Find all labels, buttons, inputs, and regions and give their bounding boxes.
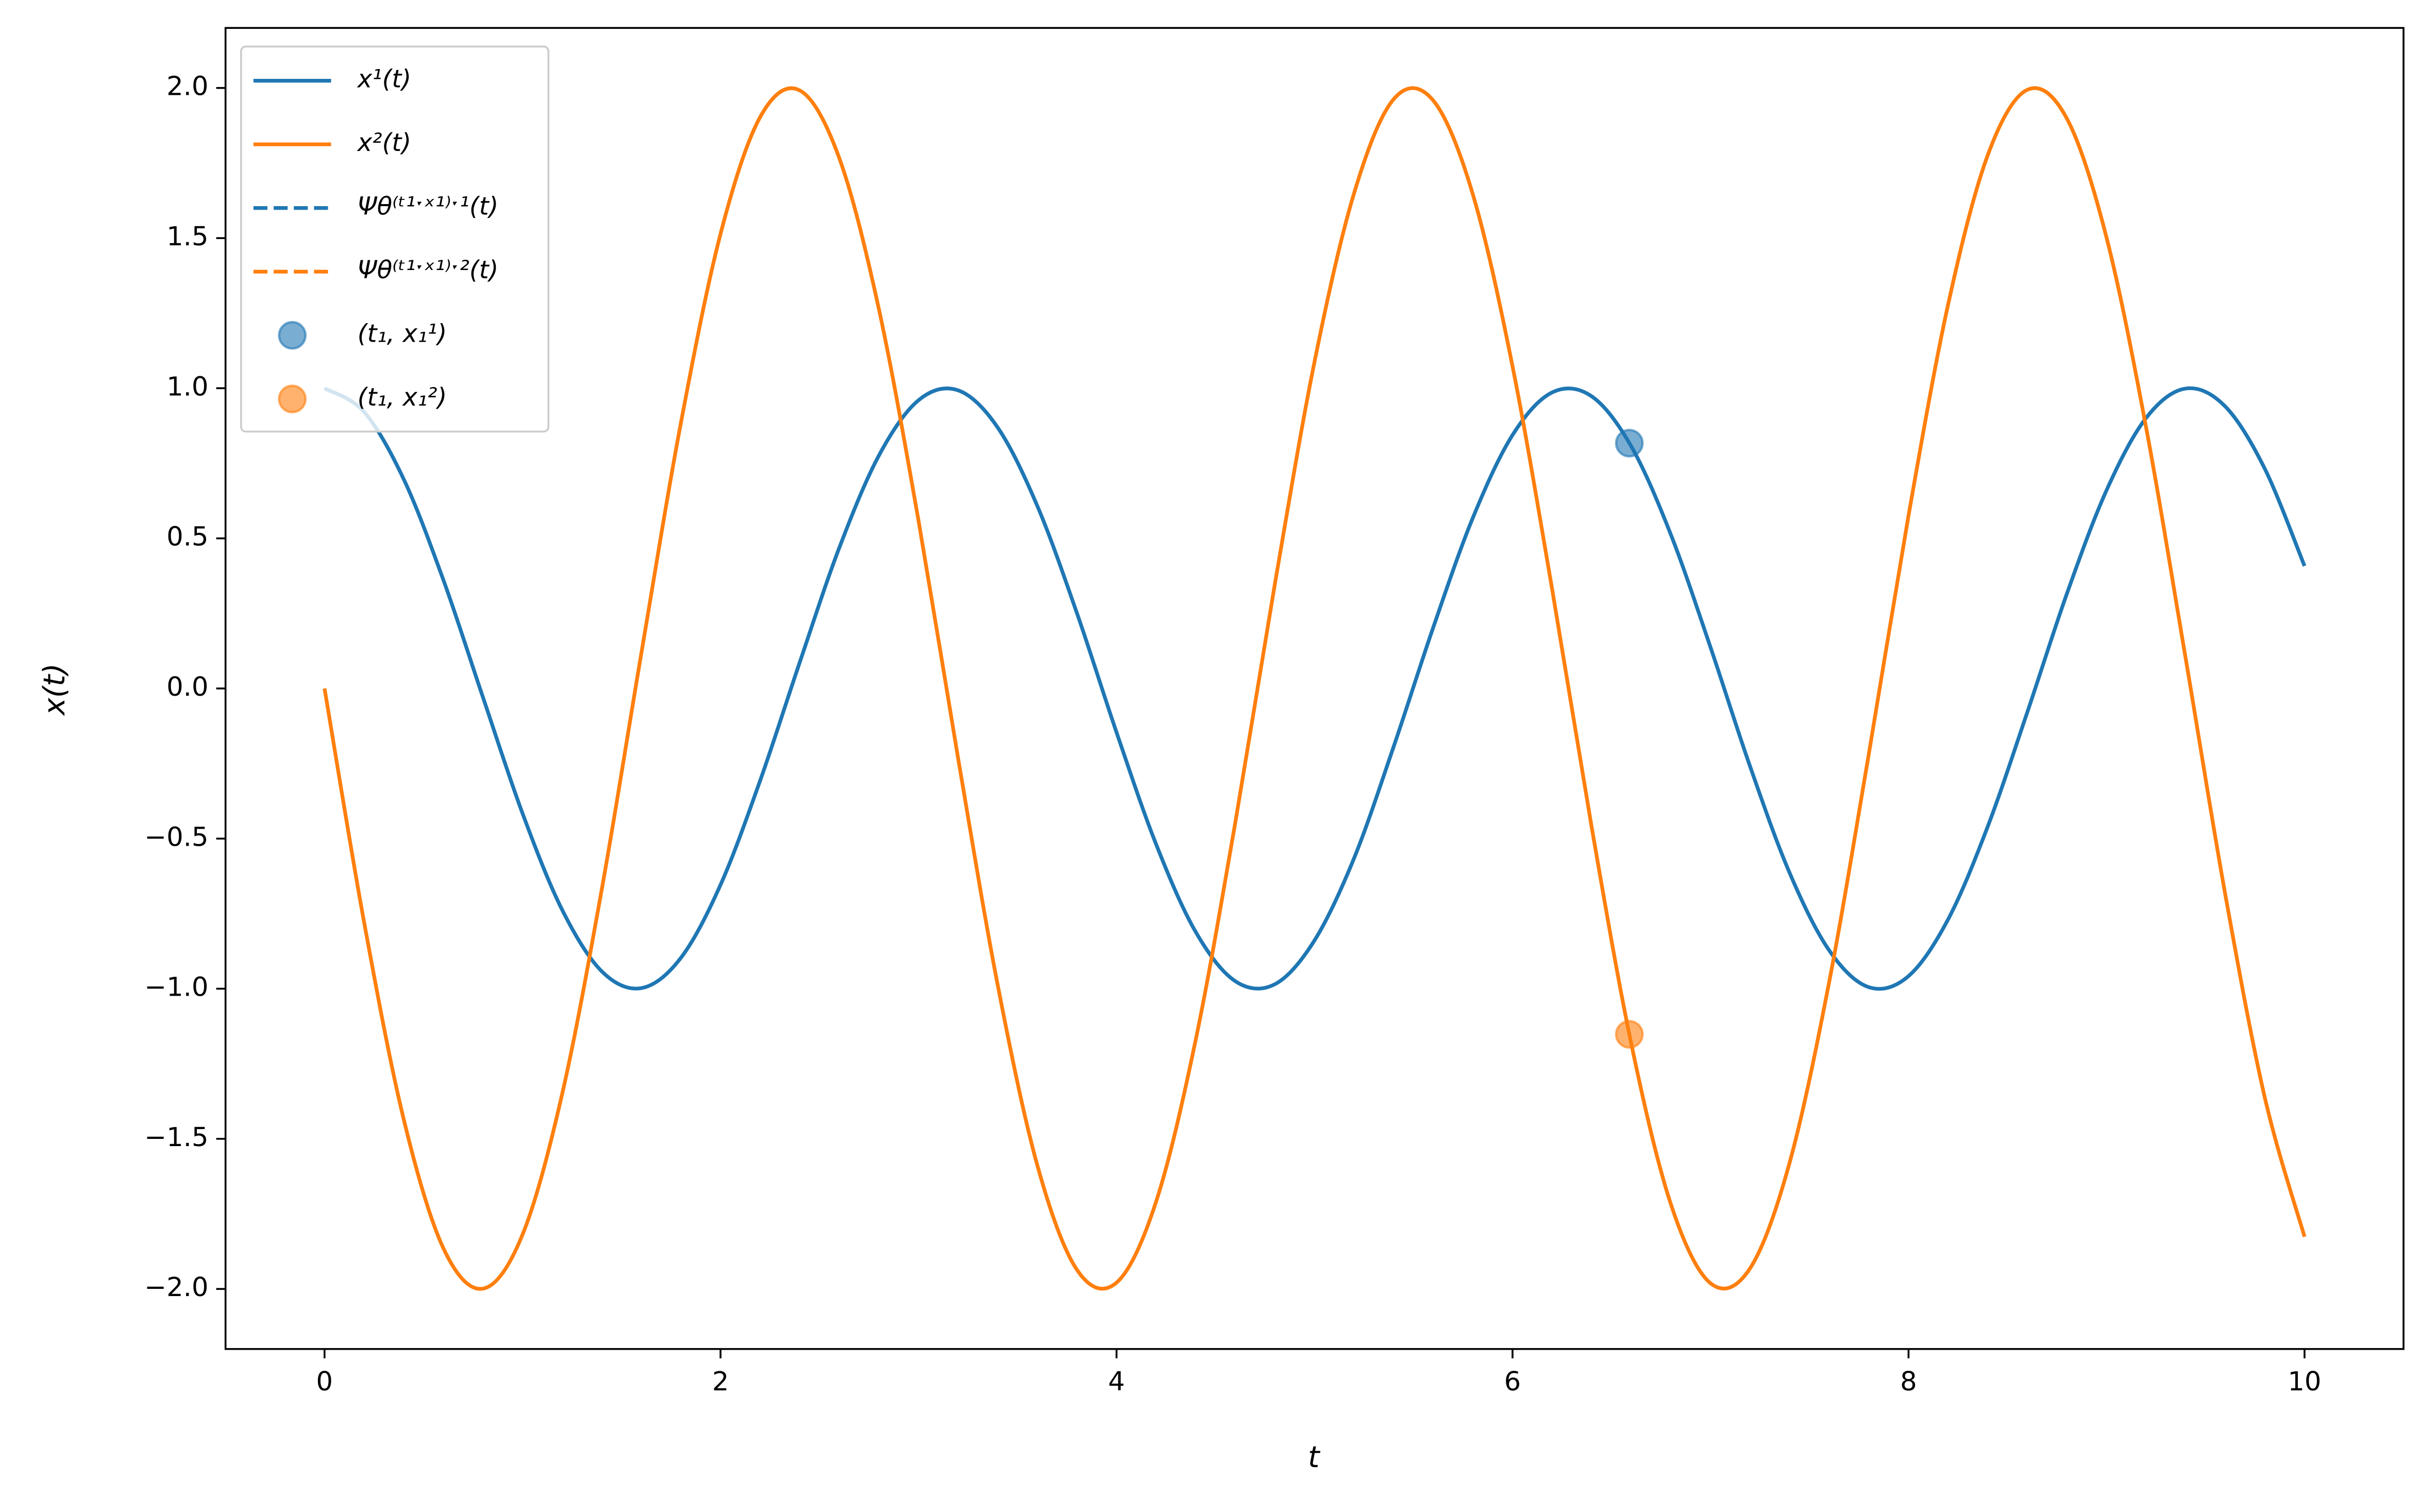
y-tick-label: −1.5 xyxy=(144,1122,208,1153)
x-tick-label: 6 xyxy=(1504,1366,1521,1397)
legend-label: (t₁, x₁¹) xyxy=(358,320,447,348)
x-tick-label: 10 xyxy=(2288,1366,2321,1397)
line xyxy=(323,86,2307,1291)
y-tick-label: 1.5 xyxy=(166,221,208,252)
y-axis-label: x(t) xyxy=(38,663,72,716)
legend-marker xyxy=(278,321,307,350)
axes-frame xyxy=(224,27,2405,1350)
legend-label: x¹(t) xyxy=(357,65,411,94)
y-tick-label: −2.0 xyxy=(144,1272,208,1303)
x-tick-label: 4 xyxy=(1108,1366,1125,1397)
legend: x¹(t) x²(t) Ψθ⁽ᵗ¹ˑˣ¹⁾ˑ¹(t) Ψθ⁽ᵗ¹ˑˣ¹⁾ˑ²(t) (t… xyxy=(240,45,549,433)
legend-label: Ψθ⁽ᵗ¹ˑˣ¹⁾ˑ¹(t) xyxy=(358,192,499,221)
y-tick-label: −0.5 xyxy=(144,821,208,852)
x-tick-label: 8 xyxy=(1900,1366,1917,1397)
x-tick-label: 2 xyxy=(712,1366,729,1397)
y-tick-label: 0.0 xyxy=(166,671,208,702)
legend-box xyxy=(240,45,549,433)
plot-area xyxy=(323,86,2307,1291)
line xyxy=(323,386,2307,991)
data-point xyxy=(1615,1020,1644,1049)
legend-marker xyxy=(278,384,307,414)
y-tick-label: −1.0 xyxy=(144,972,208,1003)
legend-label: x²(t) xyxy=(357,128,411,157)
y-tick-label: 1.0 xyxy=(166,371,208,402)
data-point xyxy=(1615,429,1644,458)
y-tick-label: 2.0 xyxy=(166,71,208,102)
legend-label: (t₁, x₁²) xyxy=(358,383,447,412)
legend-label: Ψθ⁽ᵗ¹ˑˣ¹⁾ˑ²(t) xyxy=(358,256,499,284)
x-axis-label: t xyxy=(1308,1440,1321,1474)
x-tick-label: 0 xyxy=(316,1366,333,1397)
y-tick-label: 0.5 xyxy=(166,522,208,552)
